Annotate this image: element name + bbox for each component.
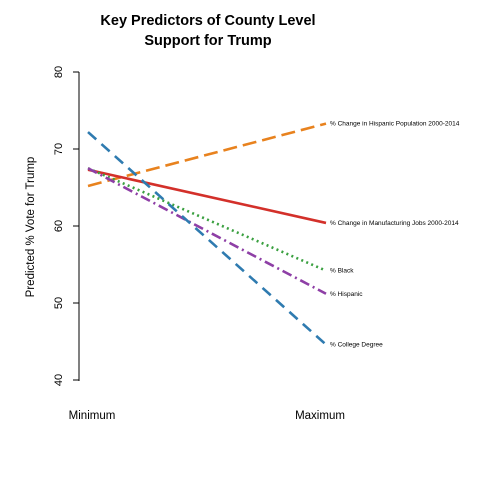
series-label-0: % Change in Hispanic Population 2000-201… [330, 121, 460, 128]
y-tick-label: 40 [53, 374, 65, 386]
y-tick-label: 80 [53, 66, 65, 78]
series-label-2: % Black [330, 268, 354, 275]
series-line-3 [87, 167, 327, 295]
y-tick-label: 50 [53, 297, 65, 309]
chart-title-line-1: Key Predictors of County Level [100, 13, 315, 29]
series-label-1: % Change in Manufacturing Jobs 2000-2014 [330, 220, 459, 227]
series-line-1 [87, 168, 327, 225]
y-tick-label: 70 [53, 143, 65, 155]
y-tick-label: 60 [53, 220, 65, 232]
y-axis-ticks: 40 50 60 70 80 [53, 66, 79, 386]
chart-title-line-2: Support for Trump [144, 33, 271, 49]
series-line-2 [87, 167, 327, 272]
series-lines [87, 122, 327, 346]
series-label-3: % Hispanic [330, 291, 363, 298]
x-tick-label-max: Maximum [295, 410, 345, 422]
y-axis-label: Predicted % Vote for Trump [25, 157, 37, 298]
series-line-4 [87, 131, 327, 346]
series-label-4: % College Degree [330, 342, 383, 349]
series-labels: % Change in Hispanic Population 2000-201… [330, 121, 460, 349]
series-line-0 [87, 122, 327, 188]
x-tick-label-min: Minimum [69, 410, 116, 422]
